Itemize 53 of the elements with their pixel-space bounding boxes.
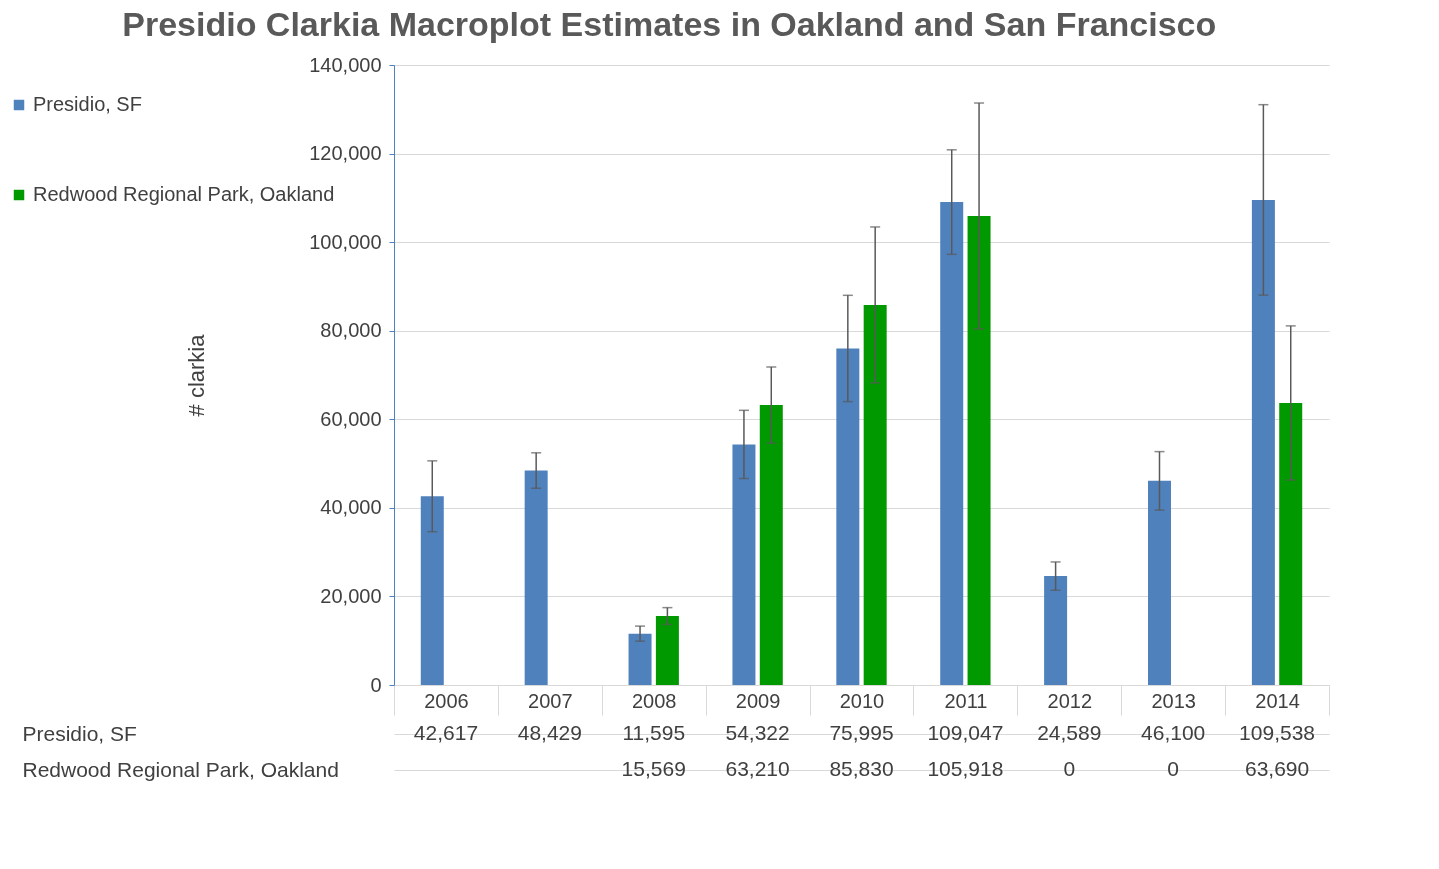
y-tick-label: 0: [370, 673, 382, 696]
legend-label: Redwood Regional Park, Oakland: [33, 183, 335, 205]
data-label: 109,538: [1239, 721, 1316, 744]
data-label: 42,617: [413, 721, 479, 744]
data-label: 0: [1167, 757, 1180, 780]
x-tick-label: 2008: [631, 689, 677, 712]
x-tick-label: 2007: [528, 689, 573, 712]
y-tick-label: 120,000: [309, 142, 382, 165]
y-tick-label: 100,000: [309, 230, 382, 253]
y-tick-label: 20,000: [320, 584, 382, 607]
data-label: 11,595: [622, 721, 686, 744]
y-tick-label: 60,000: [320, 407, 382, 430]
bar: [628, 633, 652, 685]
bar: [732, 444, 756, 685]
data-label: 46,100: [1141, 721, 1206, 744]
bar: [836, 348, 860, 685]
bar: [759, 405, 783, 685]
x-tick-label: 2012: [1047, 689, 1093, 712]
chart-title: Presidio Clarkia Macroplot Estimates in Oakland and San Francisco: [122, 5, 1217, 43]
x-tick-label: 2011: [944, 689, 988, 712]
bar: [655, 616, 679, 685]
bar: [524, 470, 548, 685]
bar: [967, 215, 991, 685]
legend-label: Presidio, SF: [33, 93, 142, 115]
data-label: 54,322: [725, 721, 790, 744]
x-tick-label: 2014: [1255, 689, 1300, 712]
x-tick-label: 2009: [735, 689, 781, 712]
y-tick-label: 80,000: [320, 319, 382, 342]
x-tick-label: 2006: [424, 689, 469, 712]
data-label: 75,995: [829, 721, 894, 744]
data-label: 24,589: [1037, 721, 1102, 744]
text: Redwood Regional Park, Oakland: [22, 757, 339, 781]
data-label: 48,429: [517, 721, 582, 744]
data-label: 105,918: [927, 757, 1004, 780]
bar: [863, 304, 887, 685]
bar: [1279, 402, 1303, 685]
data-label: 109,047: [927, 721, 1004, 744]
y-axis-title: # clarkia: [184, 333, 210, 417]
y-tick-label: 40,000: [320, 496, 382, 519]
bar: [1044, 576, 1068, 685]
text: Presidio, SF: [22, 721, 137, 745]
bar: [1251, 199, 1275, 685]
bar: [940, 202, 964, 685]
bar: [420, 496, 444, 685]
x-tick-label: 2013: [1151, 689, 1196, 712]
data-label: 85,830: [829, 757, 894, 780]
x-tick-label: 2010: [839, 689, 885, 712]
bar: [1148, 480, 1171, 685]
y-tick-label: 140,000: [309, 53, 382, 76]
data-label: 63,690: [1244, 757, 1310, 780]
data-label: 15,569: [621, 757, 686, 780]
data-label: 63,210: [725, 757, 790, 780]
data-label: 0: [1063, 757, 1076, 780]
